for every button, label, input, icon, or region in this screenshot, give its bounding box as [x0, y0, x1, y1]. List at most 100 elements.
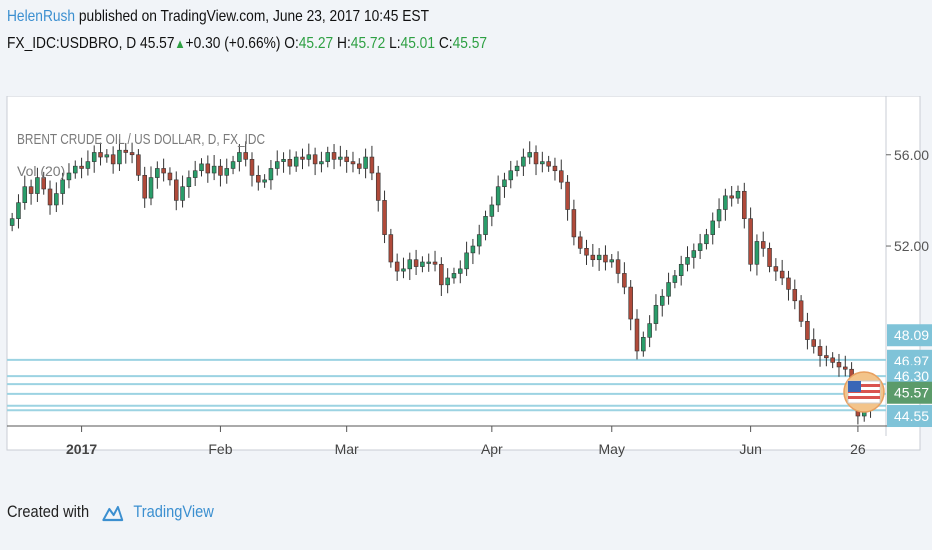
candle-body — [723, 195, 728, 210]
candle-body — [792, 289, 798, 302]
price-tag-label: 44.55 — [894, 408, 929, 424]
candle-body — [85, 161, 91, 169]
candle-body — [180, 186, 185, 201]
candle-body — [584, 248, 589, 256]
volume-indicator-label: Vol (20) — [17, 163, 65, 179]
published-text: published on TradingView.com, June 23, 2… — [78, 8, 430, 25]
candle-body — [622, 273, 627, 288]
candle-body — [344, 156, 349, 162]
candle-body — [16, 202, 21, 219]
candle-body — [432, 261, 438, 265]
triangle-up-icon: ▲ — [174, 36, 186, 51]
candle-body — [249, 159, 255, 176]
candle-body — [54, 193, 59, 206]
candle-body — [79, 165, 84, 169]
candle-body — [843, 366, 848, 370]
candle-body — [521, 156, 526, 167]
price-tag-box — [887, 381, 932, 404]
candle-body — [464, 252, 469, 270]
time-tick-label: May — [599, 441, 625, 457]
candle-body — [287, 159, 293, 167]
candle-body — [565, 181, 570, 210]
price-tag-label: 45.57 — [894, 385, 929, 401]
candle-body — [41, 177, 46, 190]
candle-body — [502, 179, 507, 188]
candle-body — [527, 152, 532, 158]
open-label: O: — [284, 35, 299, 52]
candle-body — [300, 156, 305, 160]
low-value: 45.01 — [400, 35, 435, 52]
candle-body — [205, 163, 211, 174]
time-axis-ticks: 2017 Feb Mar Apr May Jun 26 — [66, 426, 866, 457]
candle-body — [559, 170, 564, 183]
candle-body — [262, 179, 267, 183]
candle-body — [9, 218, 15, 226]
time-tick-label: Feb — [208, 441, 232, 457]
candle-body — [274, 161, 280, 169]
candle-body — [546, 161, 551, 167]
candle-body — [678, 263, 684, 276]
candle-body — [230, 161, 236, 169]
price-tick-label: 52.00 — [894, 238, 929, 254]
candle-body — [615, 259, 621, 274]
candle-body — [735, 190, 741, 199]
tradingview-link[interactable]: TradingView — [133, 502, 214, 521]
candle-body — [590, 254, 596, 261]
candle-body — [641, 336, 646, 352]
candle-body — [786, 277, 791, 290]
candle-body — [199, 163, 204, 172]
us-flag-icon — [843, 371, 885, 413]
candle-body — [439, 263, 444, 286]
chart-title: BRENT CRUDE OIL / US DOLLAR, D, FX_IDC — [17, 131, 265, 148]
price-tag-label: 48.09 — [894, 327, 929, 343]
candle-body — [483, 216, 488, 235]
candle-body — [811, 339, 816, 347]
candle-body — [458, 268, 463, 274]
author-link[interactable]: HelenRush — [7, 8, 76, 25]
candle-body — [256, 174, 261, 183]
candle-body — [104, 154, 110, 158]
candle-body — [357, 163, 362, 169]
candles — [9, 139, 880, 425]
candle-body — [148, 177, 154, 199]
created-with-text: Created with — [7, 502, 90, 521]
candle-body — [697, 243, 703, 251]
symbol-label: FX_IDC:USDBRO, D — [7, 35, 137, 52]
candle-body — [533, 152, 539, 165]
candle-body — [508, 170, 514, 181]
tradingview-logo-icon[interactable] — [102, 504, 124, 522]
candle-body — [224, 168, 230, 176]
candle-body — [634, 318, 640, 352]
price-tick-label: 56.00 — [894, 147, 929, 163]
candle-body — [540, 161, 545, 165]
candle-body — [445, 277, 450, 286]
price-tag-label: 46.97 — [894, 353, 929, 369]
horizontal-levels — [7, 358, 886, 412]
time-tick-label: Jun — [739, 441, 762, 457]
time-tick-label: Apr — [481, 441, 503, 457]
candle-body — [495, 186, 501, 206]
candle-body — [628, 286, 633, 320]
candle-body — [331, 152, 337, 160]
candle-body — [710, 220, 715, 235]
candle-body — [413, 259, 419, 267]
time-tick-label: 26 — [850, 441, 866, 457]
candle-body — [672, 275, 678, 283]
candle-body — [375, 172, 381, 201]
candle-body — [388, 234, 394, 263]
price-tag-label: 46.30 — [894, 368, 929, 384]
candle-body — [123, 149, 129, 153]
candle-body — [306, 154, 312, 160]
candle-body — [312, 154, 318, 165]
candle-body — [476, 234, 482, 247]
candle-body — [161, 168, 166, 174]
high-label: H: — [337, 35, 351, 52]
candle-body — [824, 355, 829, 359]
candle-body — [552, 165, 558, 172]
price-axis-ticks: 56.00 52.00 — [886, 147, 929, 254]
candle-body — [773, 266, 779, 272]
candle-body — [129, 152, 135, 156]
candle-body — [817, 346, 823, 356]
candle-body — [659, 295, 665, 306]
